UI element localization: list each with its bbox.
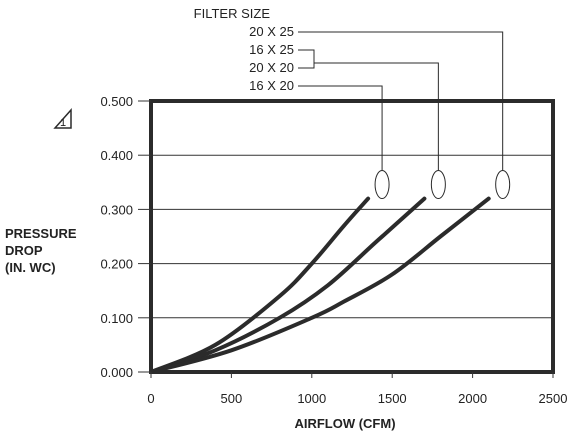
legend-title: FILTER SIZE xyxy=(194,6,271,21)
y-tick-label-2: 0.200 xyxy=(100,257,133,272)
tick-marks xyxy=(138,100,554,378)
grid-lines xyxy=(151,154,553,319)
series-line-0 xyxy=(149,196,371,374)
series-line-2 xyxy=(149,196,491,374)
series-label-2-0: 20 X 25 xyxy=(249,24,294,39)
note-triangle-marker: 1 xyxy=(53,108,72,129)
x-tick-label-3: 1500 xyxy=(378,391,407,406)
callout-leader-1 xyxy=(314,62,439,171)
y-tick-label-5: 0.500 xyxy=(100,94,133,109)
y-tick-label-1: 0.100 xyxy=(100,311,133,326)
callout-leader-2 xyxy=(298,31,504,171)
series-label-1-0: 16 X 25 xyxy=(249,42,294,57)
x-tick-labels: 0 500 1000 1500 2000 2500 xyxy=(147,391,567,406)
callout-ellipse-1 xyxy=(430,170,446,200)
y-tick-label-3: 0.300 xyxy=(100,202,133,217)
y-axis-title-line-2: DROP xyxy=(5,243,43,258)
x-axis-title: AIRFLOW (CFM) xyxy=(294,416,395,431)
note-triangle-icon xyxy=(53,108,72,129)
callout-ellipse-2 xyxy=(495,170,511,200)
note-number: 1 xyxy=(60,117,66,129)
plot-frame xyxy=(149,99,555,374)
callout-bracket-1 xyxy=(298,49,315,69)
y-axis-title-line-3: (IN. WC) xyxy=(5,260,56,275)
x-tick-label-5: 2500 xyxy=(539,391,568,406)
callout-leader-0 xyxy=(298,85,383,171)
callout-layer: 16 X 20 16 X 25 20 X 20 20 X 25 xyxy=(249,24,511,200)
y-tick-label-0: 0.000 xyxy=(100,365,133,380)
series-line-1 xyxy=(149,196,427,374)
series-label-0-0: 16 X 20 xyxy=(249,78,294,93)
y-tick-labels: 0.000 0.100 0.200 0.300 0.400 0.500 xyxy=(100,94,133,380)
x-tick-label-0: 0 xyxy=(147,391,154,406)
x-tick-label-4: 2000 xyxy=(458,391,487,406)
x-tick-label-2: 1000 xyxy=(297,391,326,406)
callout-ellipse-0 xyxy=(374,170,390,200)
curve-layer xyxy=(149,196,491,374)
series-label-1-1: 20 X 20 xyxy=(249,60,294,75)
y-axis-title-line-1: PRESSURE xyxy=(5,226,77,241)
x-tick-label-1: 500 xyxy=(221,391,243,406)
y-tick-label-4: 0.400 xyxy=(100,148,133,163)
